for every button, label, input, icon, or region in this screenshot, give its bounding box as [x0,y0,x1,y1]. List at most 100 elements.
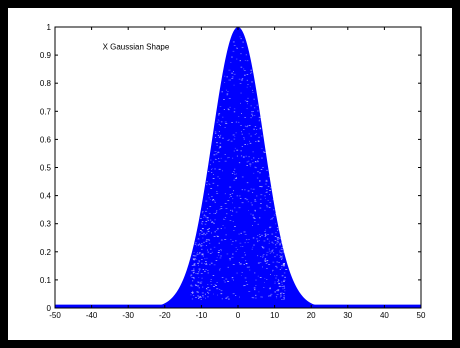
data-point [208,240,210,241]
data-point [219,208,221,210]
data-point [238,207,241,209]
y-tick-label: 1 [47,23,52,32]
data-point [252,246,254,248]
data-point [252,188,255,190]
data-point [224,82,226,83]
data-point [259,119,261,121]
data-point [212,168,213,170]
x-tick-label: -50 [49,311,61,320]
data-point [238,262,240,263]
data-point [206,262,207,264]
data-point [206,289,208,291]
data-point [199,296,201,297]
data-point [256,238,258,240]
data-point [227,200,230,201]
data-point [282,265,285,266]
data-point [231,72,234,74]
data-point [258,116,261,118]
data-point [272,271,273,273]
data-point [261,246,263,247]
data-point [210,219,212,221]
data-point [276,297,278,299]
data-point [218,168,221,170]
data-point [212,200,214,201]
data-point [207,217,209,218]
data-point [228,69,231,71]
data-point [192,292,194,294]
data-point [224,160,227,162]
data-point [220,157,222,159]
figure: -50 -40 -30 -20 -10 0 10 20 30 40 50 0 0.1 0.2 0.3 0.4 0… [8,8,452,340]
data-point [248,156,250,158]
data-point [218,131,220,132]
data-point [211,172,213,173]
data-point [235,247,237,248]
data-point [233,111,236,113]
data-point [200,246,203,247]
data-point [244,254,246,256]
data-point [198,271,200,273]
data-point [269,288,271,290]
data-point [275,296,278,297]
data-point [276,267,278,269]
data-point [205,240,208,242]
data-point [276,266,278,268]
data-point [252,115,254,117]
data-point [240,53,242,55]
data-point [244,144,246,145]
data-point [213,222,215,224]
data-point [259,186,262,187]
data-point [269,287,271,289]
data-point [264,195,266,197]
data-point [193,270,195,272]
data-point [283,293,285,294]
data-point [255,161,256,162]
data-point [251,204,253,206]
data-point [277,237,279,238]
data-point [193,264,196,266]
data-point [272,251,273,253]
data-point [269,253,271,254]
data-point [199,234,201,236]
data-point [202,245,204,246]
data-point [271,233,274,235]
x-tick-label: -30 [122,311,134,320]
x-tick-label: 50 [417,311,426,320]
data-point [264,278,266,279]
data-point [194,284,197,285]
data-point [282,251,285,253]
data-point [223,280,225,282]
data-point [249,86,251,88]
data-point [244,277,247,279]
data-point [218,289,221,290]
data-point [280,293,282,294]
data-point [281,292,283,294]
data-point [246,266,249,268]
data-point [251,113,253,115]
data-point [231,56,233,58]
data-point [190,285,192,287]
data-point [252,225,253,226]
data-point [231,243,233,245]
data-point [206,232,208,234]
data-point [275,236,277,237]
data-point [259,277,262,278]
data-point [230,239,232,240]
data-point [230,62,232,63]
data-point [268,250,270,252]
data-point [272,269,274,271]
data-point [248,210,249,211]
data-point [271,241,273,243]
series-0-area [55,27,421,308]
data-point [276,261,279,263]
data-point [205,263,208,265]
data-point [238,116,240,117]
data-point [200,218,202,219]
data-point [248,133,250,135]
chart: -50 -40 -30 -20 -10 0 10 20 30 40 50 0 0.1 0.2 0.3 0.4 0… [40,23,426,320]
data-point [224,203,227,204]
data-point [253,244,255,246]
data-point [190,284,192,286]
data-point [249,269,251,271]
data-point [257,110,259,112]
